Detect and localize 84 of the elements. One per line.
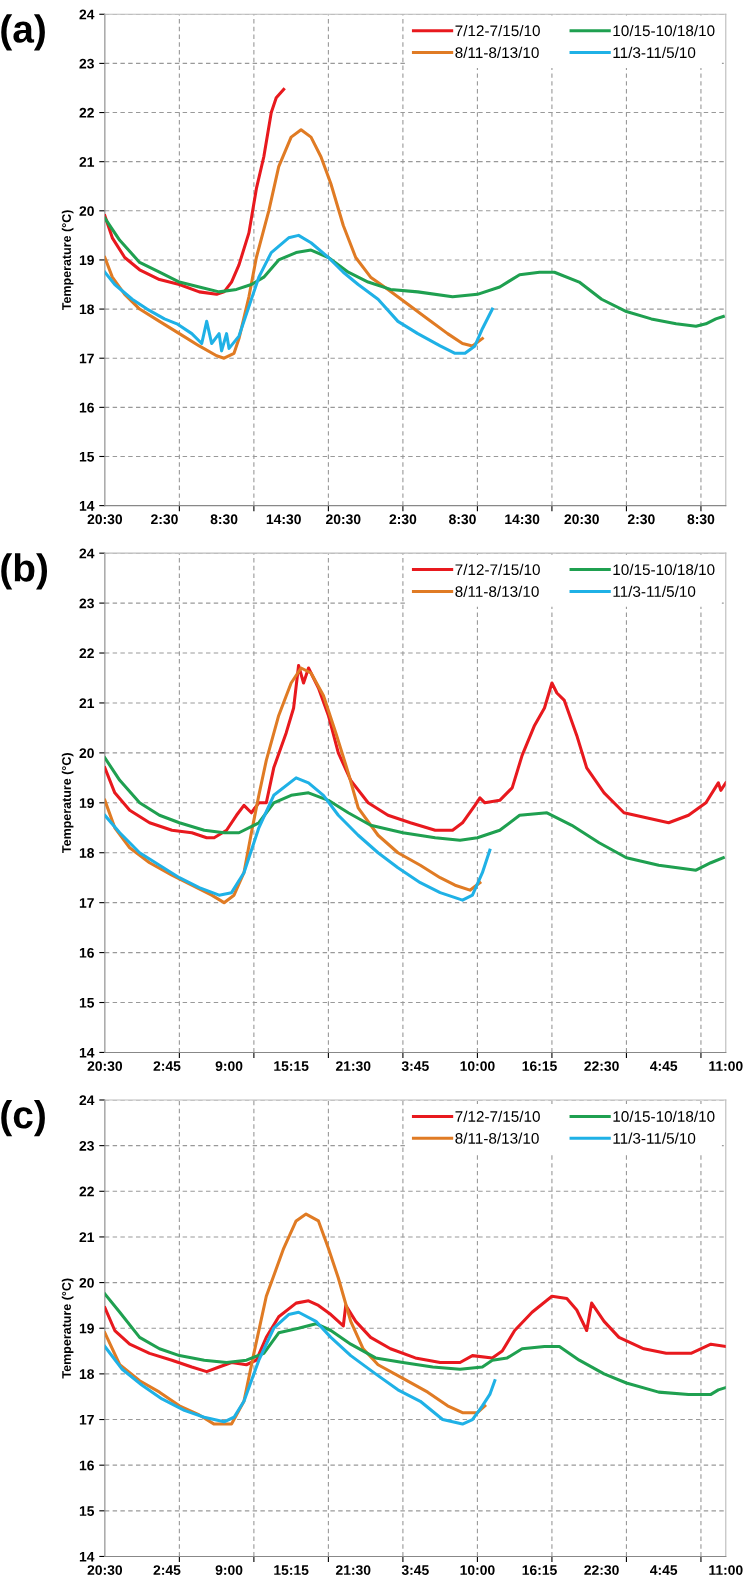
x-tick-label: 2:45 (153, 1565, 181, 1576)
x-tick-label: 8:30 (449, 514, 476, 525)
x-tick-label: 9:00 (215, 1061, 243, 1071)
y-tick-label: 17 (79, 353, 94, 364)
y-tick-label: 18 (79, 1369, 95, 1380)
legend-label: 7/12-7/15/10 (455, 563, 540, 576)
y-tick-label: 19 (79, 255, 94, 266)
y-tick-label: 16 (79, 947, 94, 958)
x-tick-label: 2:45 (153, 1061, 181, 1071)
legend-label: 7/12-7/15/10 (455, 24, 540, 37)
y-tick-label: 23 (79, 58, 94, 69)
legend-label: 10/15-10/18/10 (613, 24, 715, 37)
text: (b) (1, 553, 48, 590)
x-tick-label: 10:00 (460, 1565, 495, 1576)
x-tick-label: 2:30 (627, 514, 655, 525)
x-tick-label: 15:15 (274, 1565, 309, 1576)
x-tick-label: 8:30 (210, 514, 238, 525)
y-tick-label: 24 (79, 1095, 95, 1106)
y-tick-label: 24 (79, 9, 95, 20)
legend-label: 11/3-11/5/10 (613, 1132, 696, 1144)
y-tick-label: 18 (79, 304, 95, 315)
x-tick-label: 20:30 (326, 514, 361, 525)
x-tick-label: 14:30 (266, 514, 301, 525)
y-tick-label: 14 (79, 501, 95, 511)
y-tick-label: 14 (79, 1551, 95, 1562)
legend-label: 10/15-10/18/10 (613, 1110, 715, 1122)
x-tick-label: 21:30 (335, 1565, 371, 1576)
text: (c) (1, 1099, 45, 1137)
x-tick-label: 16:15 (522, 1061, 557, 1071)
legend-label: 11/3-11/5/10 (613, 46, 696, 59)
text: (a) (1, 14, 45, 51)
x-tick-label: 20:30 (87, 1565, 123, 1576)
y-tick-label: 23 (79, 598, 94, 609)
y-tick-label: 19 (79, 798, 94, 808)
legend-label: 8/11-8/13/10 (455, 1132, 539, 1144)
y-tick-label: 23 (79, 1140, 94, 1151)
y-axis-title: Temperature (°C) (61, 210, 74, 311)
x-tick-label: 4:45 (650, 1565, 678, 1576)
x-tick-label: 2:30 (389, 514, 417, 525)
y-tick-label: 17 (79, 898, 94, 908)
y-tick-label: 18 (79, 848, 95, 858)
x-tick-label: 14:30 (505, 514, 540, 525)
legend-label: 8/11-8/13/10 (455, 585, 539, 597)
x-tick-label: 2:30 (151, 514, 178, 525)
y-tick-label: 15 (79, 451, 95, 462)
x-tick-label: 11:00 (709, 1565, 743, 1576)
y-tick-label: 14 (79, 1047, 95, 1058)
x-tick-label: 20:30 (564, 514, 599, 525)
legend-label: 11/3-11/5/10 (613, 585, 696, 597)
y-tick-label: 24 (79, 548, 95, 559)
y-tick-label: 22 (79, 107, 94, 118)
y-axis-title: Temperature (°C) (61, 753, 74, 853)
x-tick-label: 8:30 (687, 514, 715, 525)
y-tick-label: 20 (79, 206, 94, 216)
y-tick-label: 20 (79, 748, 94, 759)
y-tick-label: 15 (79, 997, 95, 1008)
y-tick-label: 20 (79, 1277, 94, 1288)
legend-label: 8/11-8/13/10 (455, 46, 539, 59)
y-axis-title: Temperature (°C) (61, 1278, 74, 1379)
x-tick-label: 10:00 (460, 1061, 495, 1071)
x-tick-label: 3:45 (401, 1565, 429, 1576)
legend-label: 7/12-7/15/10 (455, 1110, 540, 1122)
x-tick-label: 22:30 (584, 1565, 619, 1576)
x-tick-label: 22:30 (584, 1061, 619, 1071)
x-tick-label: 16:15 (522, 1565, 557, 1576)
y-tick-label: 16 (79, 1460, 94, 1471)
y-tick-label: 21 (79, 1232, 95, 1242)
y-tick-label: 21 (79, 698, 95, 708)
x-tick-label: 9:00 (215, 1565, 243, 1576)
x-tick-label: 20:30 (87, 514, 123, 525)
y-tick-label: 22 (79, 648, 94, 659)
y-tick-label: 17 (79, 1415, 94, 1425)
y-tick-label: 22 (79, 1186, 94, 1197)
y-tick-label: 21 (79, 157, 95, 167)
x-tick-label: 4:45 (650, 1061, 678, 1071)
x-tick-label: 20:30 (87, 1061, 123, 1071)
y-tick-label: 15 (79, 1506, 95, 1516)
x-tick-label: 3:45 (401, 1061, 429, 1071)
y-tick-label: 16 (79, 402, 94, 413)
x-tick-label: 21:30 (335, 1061, 371, 1071)
x-tick-label: 11:00 (709, 1061, 743, 1071)
legend-label: 10/15-10/18/10 (613, 563, 715, 576)
x-tick-label: 15:15 (274, 1061, 309, 1071)
y-tick-label: 19 (79, 1323, 94, 1334)
